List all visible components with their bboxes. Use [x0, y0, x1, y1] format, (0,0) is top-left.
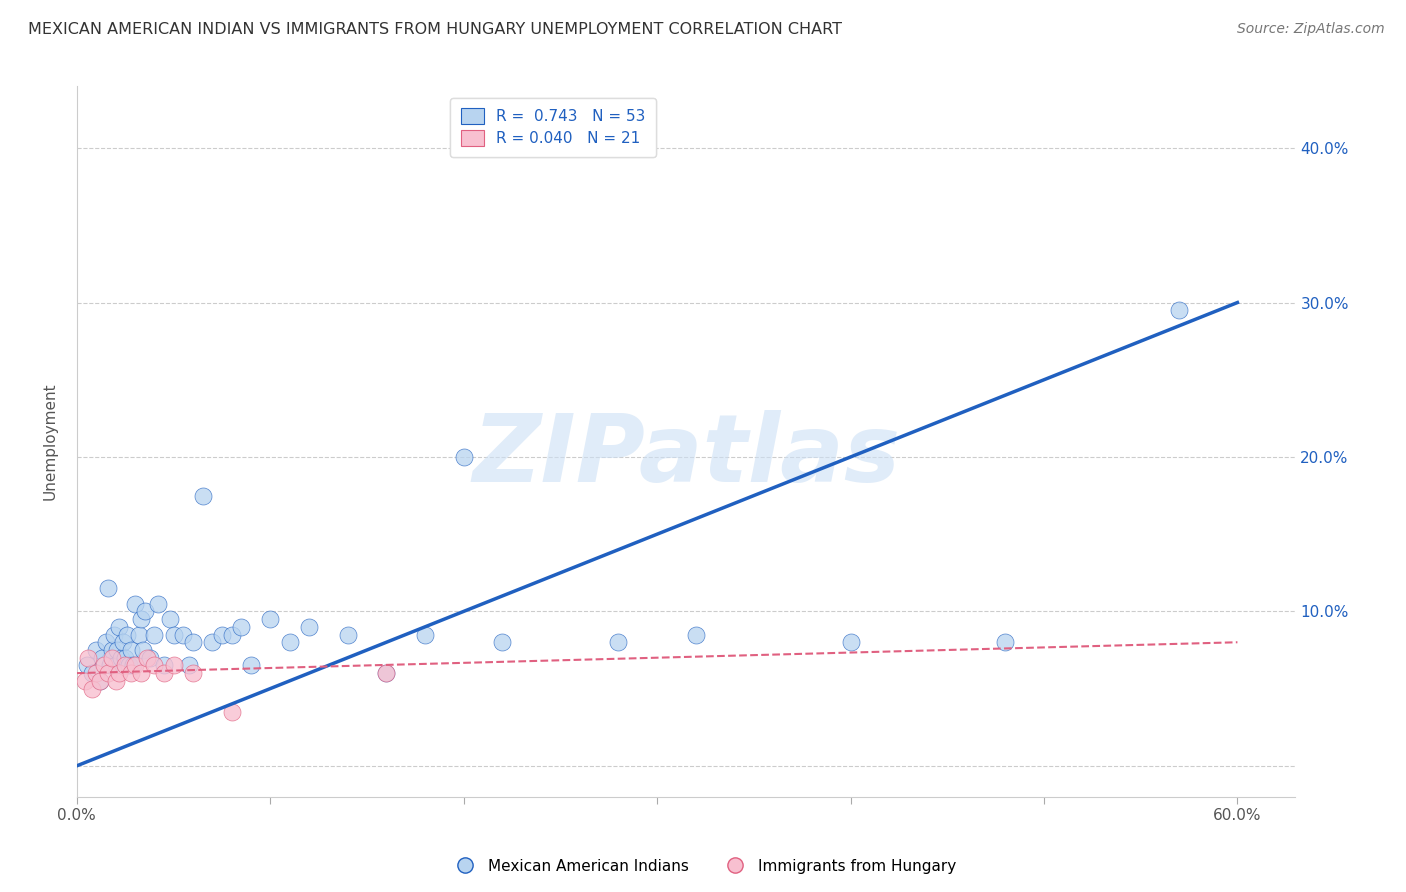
- Point: [76, 658, 98, 673]
- Point: [221, 705, 243, 719]
- Point: [97, 666, 120, 681]
- Text: Source: ZipAtlas.com: Source: ZipAtlas.com: [1237, 22, 1385, 37]
- Point: [89, 673, 111, 688]
- Point: [94, 635, 117, 649]
- Point: [231, 620, 253, 634]
- Point: [162, 658, 184, 673]
- Point: [129, 612, 152, 626]
- Point: [375, 666, 398, 681]
- Point: [128, 627, 150, 641]
- Text: MEXICAN AMERICAN INDIAN VS IMMIGRANTS FROM HUNGARY UNEMPLOYMENT CORRELATION CHAR: MEXICAN AMERICAN INDIAN VS IMMIGRANTS FR…: [28, 22, 842, 37]
- Point: [453, 450, 475, 464]
- Point: [124, 597, 146, 611]
- Point: [177, 658, 200, 673]
- Point: [685, 627, 707, 641]
- Point: [994, 635, 1017, 649]
- Point: [211, 627, 233, 641]
- Point: [607, 635, 630, 649]
- Point: [120, 666, 142, 681]
- Point: [162, 627, 184, 641]
- Point: [221, 627, 243, 641]
- Point: [336, 627, 359, 641]
- Point: [181, 635, 204, 649]
- Legend: R =  0.743   N = 53, R = 0.040   N = 21: R = 0.743 N = 53, R = 0.040 N = 21: [450, 97, 657, 157]
- Point: [110, 650, 132, 665]
- Point: [89, 673, 111, 688]
- Point: [108, 666, 131, 681]
- Point: [298, 620, 321, 634]
- Point: [114, 658, 136, 673]
- Point: [153, 658, 176, 673]
- Point: [1168, 303, 1191, 318]
- Point: [375, 666, 398, 681]
- Point: [278, 635, 301, 649]
- Legend: Mexican American Indians, Immigrants from Hungary: Mexican American Indians, Immigrants fro…: [444, 853, 962, 880]
- Point: [259, 612, 281, 626]
- Point: [131, 643, 153, 657]
- Point: [97, 581, 120, 595]
- Point: [143, 627, 166, 641]
- Point: [124, 658, 146, 673]
- Y-axis label: Unemployment: Unemployment: [44, 383, 58, 500]
- Point: [91, 650, 114, 665]
- Point: [104, 658, 127, 673]
- Point: [112, 635, 135, 649]
- Point: [122, 658, 145, 673]
- Point: [120, 643, 142, 657]
- Point: [84, 643, 107, 657]
- Point: [135, 650, 157, 665]
- Point: [139, 650, 162, 665]
- Point: [108, 620, 131, 634]
- Point: [82, 681, 104, 696]
- Point: [239, 658, 262, 673]
- Point: [143, 658, 166, 673]
- Point: [77, 650, 100, 665]
- Point: [191, 489, 214, 503]
- Point: [98, 658, 121, 673]
- Point: [134, 604, 156, 618]
- Point: [100, 650, 122, 665]
- Point: [84, 666, 107, 681]
- Text: ZIPatlas: ZIPatlas: [472, 409, 900, 501]
- Point: [118, 658, 141, 673]
- Point: [115, 627, 138, 641]
- Point: [129, 666, 152, 681]
- Point: [413, 627, 436, 641]
- Point: [82, 666, 104, 681]
- Point: [181, 666, 204, 681]
- Point: [107, 643, 129, 657]
- Point: [159, 612, 181, 626]
- Point: [114, 650, 136, 665]
- Point: [201, 635, 224, 649]
- Point: [103, 627, 125, 641]
- Point: [153, 666, 176, 681]
- Point: [839, 635, 862, 649]
- Point: [93, 658, 115, 673]
- Point: [73, 673, 96, 688]
- Point: [104, 673, 127, 688]
- Point: [100, 643, 122, 657]
- Point: [172, 627, 194, 641]
- Point: [491, 635, 513, 649]
- Point: [146, 597, 169, 611]
